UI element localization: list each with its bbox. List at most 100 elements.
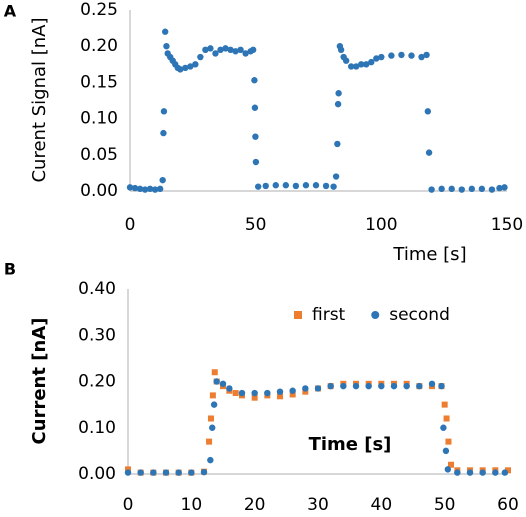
legend-marker: [294, 311, 302, 319]
data-point: [468, 185, 476, 193]
data-point: [466, 469, 474, 476]
data-point: [210, 401, 218, 408]
data-point: [416, 382, 423, 390]
data-point: [302, 182, 310, 189]
data-point: [227, 46, 234, 54]
y-tick-label: 0.30: [78, 325, 116, 345]
data-point: [398, 51, 405, 59]
data-point: [438, 382, 445, 390]
data-point: [444, 466, 452, 473]
data-point: [213, 378, 220, 385]
data-point: [442, 447, 450, 455]
data-point: [425, 149, 433, 156]
data-point: [207, 415, 214, 422]
data-point: [312, 182, 320, 189]
data-point: [249, 46, 257, 54]
data-point: [334, 140, 341, 148]
y-tick-label: 0.25: [80, 0, 118, 20]
data-point: [440, 424, 447, 431]
data-point: [150, 469, 157, 476]
data-point: [242, 50, 249, 57]
data-point: [365, 382, 372, 390]
y-tick-label: 0.40: [78, 279, 116, 299]
data-point: [209, 424, 216, 431]
data-point: [251, 77, 258, 84]
data-point: [292, 182, 300, 190]
data-point: [175, 469, 182, 476]
data-point: [141, 186, 149, 193]
data-point: [441, 401, 448, 408]
data-point: [212, 50, 219, 57]
data-point: [252, 158, 260, 166]
y-tick-label: 0.20: [78, 372, 116, 392]
x-tick-label: 50: [245, 215, 267, 235]
data-point: [378, 382, 385, 390]
data-point: [254, 183, 262, 190]
x-axis-title: Time [s]: [309, 434, 392, 455]
panel-label: B: [4, 260, 16, 279]
data-point: [458, 186, 465, 193]
x-tick-label: 30: [307, 495, 329, 515]
data-point: [388, 52, 395, 59]
y-tick-label: 0.05: [80, 145, 118, 165]
data-point: [177, 66, 184, 73]
data-point: [187, 63, 194, 70]
data-point: [160, 108, 168, 115]
x-tick-label: 0: [123, 495, 134, 515]
data-point: [352, 382, 360, 390]
data-point: [156, 185, 164, 193]
data-point: [262, 182, 269, 190]
data-point: [192, 61, 199, 68]
data-point: [161, 28, 169, 35]
data-point: [302, 388, 309, 395]
data-point: [188, 469, 195, 476]
data-point: [207, 456, 214, 464]
y-tick-label: 0.10: [80, 109, 118, 129]
data-point: [302, 385, 309, 392]
data-point: [445, 438, 452, 445]
data-point: [125, 466, 131, 473]
data-point: [277, 393, 283, 400]
y-tick-label: 0.10: [78, 418, 116, 438]
y-tick-label: 0.20: [80, 36, 118, 56]
data-point: [159, 176, 166, 184]
data-point: [332, 173, 340, 180]
data-point: [146, 185, 154, 193]
data-point: [327, 382, 334, 390]
data-point: [424, 108, 432, 115]
data-point: [358, 61, 365, 68]
data-point: [454, 469, 461, 476]
data-point: [363, 61, 370, 68]
data-point: [353, 63, 360, 70]
y-tick-label: 0.15: [80, 72, 118, 92]
data-point: [131, 184, 139, 192]
data-point: [314, 385, 322, 392]
data-point: [124, 469, 132, 476]
data-point: [219, 380, 227, 388]
x-tick-label: 20: [244, 495, 266, 515]
data-point: [488, 186, 496, 193]
data-point: [347, 63, 355, 70]
data-point: [368, 58, 375, 66]
data-point: [209, 392, 216, 399]
data-point: [289, 387, 296, 394]
data-point: [373, 55, 380, 62]
data-point: [337, 46, 345, 54]
data-point: [272, 182, 279, 189]
data-point: [408, 52, 415, 59]
data-point: [222, 45, 229, 52]
data-point: [217, 46, 224, 54]
x-tick-label: 60: [497, 495, 519, 515]
data-point: [443, 415, 450, 422]
data-point: [200, 468, 208, 476]
data-point: [282, 182, 290, 189]
data-point: [237, 46, 244, 54]
data-point: [252, 133, 259, 140]
x-tick-label: 0: [125, 215, 136, 235]
data-point: [478, 185, 486, 193]
data-point: [438, 185, 445, 193]
data-point: [479, 469, 486, 476]
data-point: [276, 388, 284, 395]
data-point: [232, 48, 239, 55]
